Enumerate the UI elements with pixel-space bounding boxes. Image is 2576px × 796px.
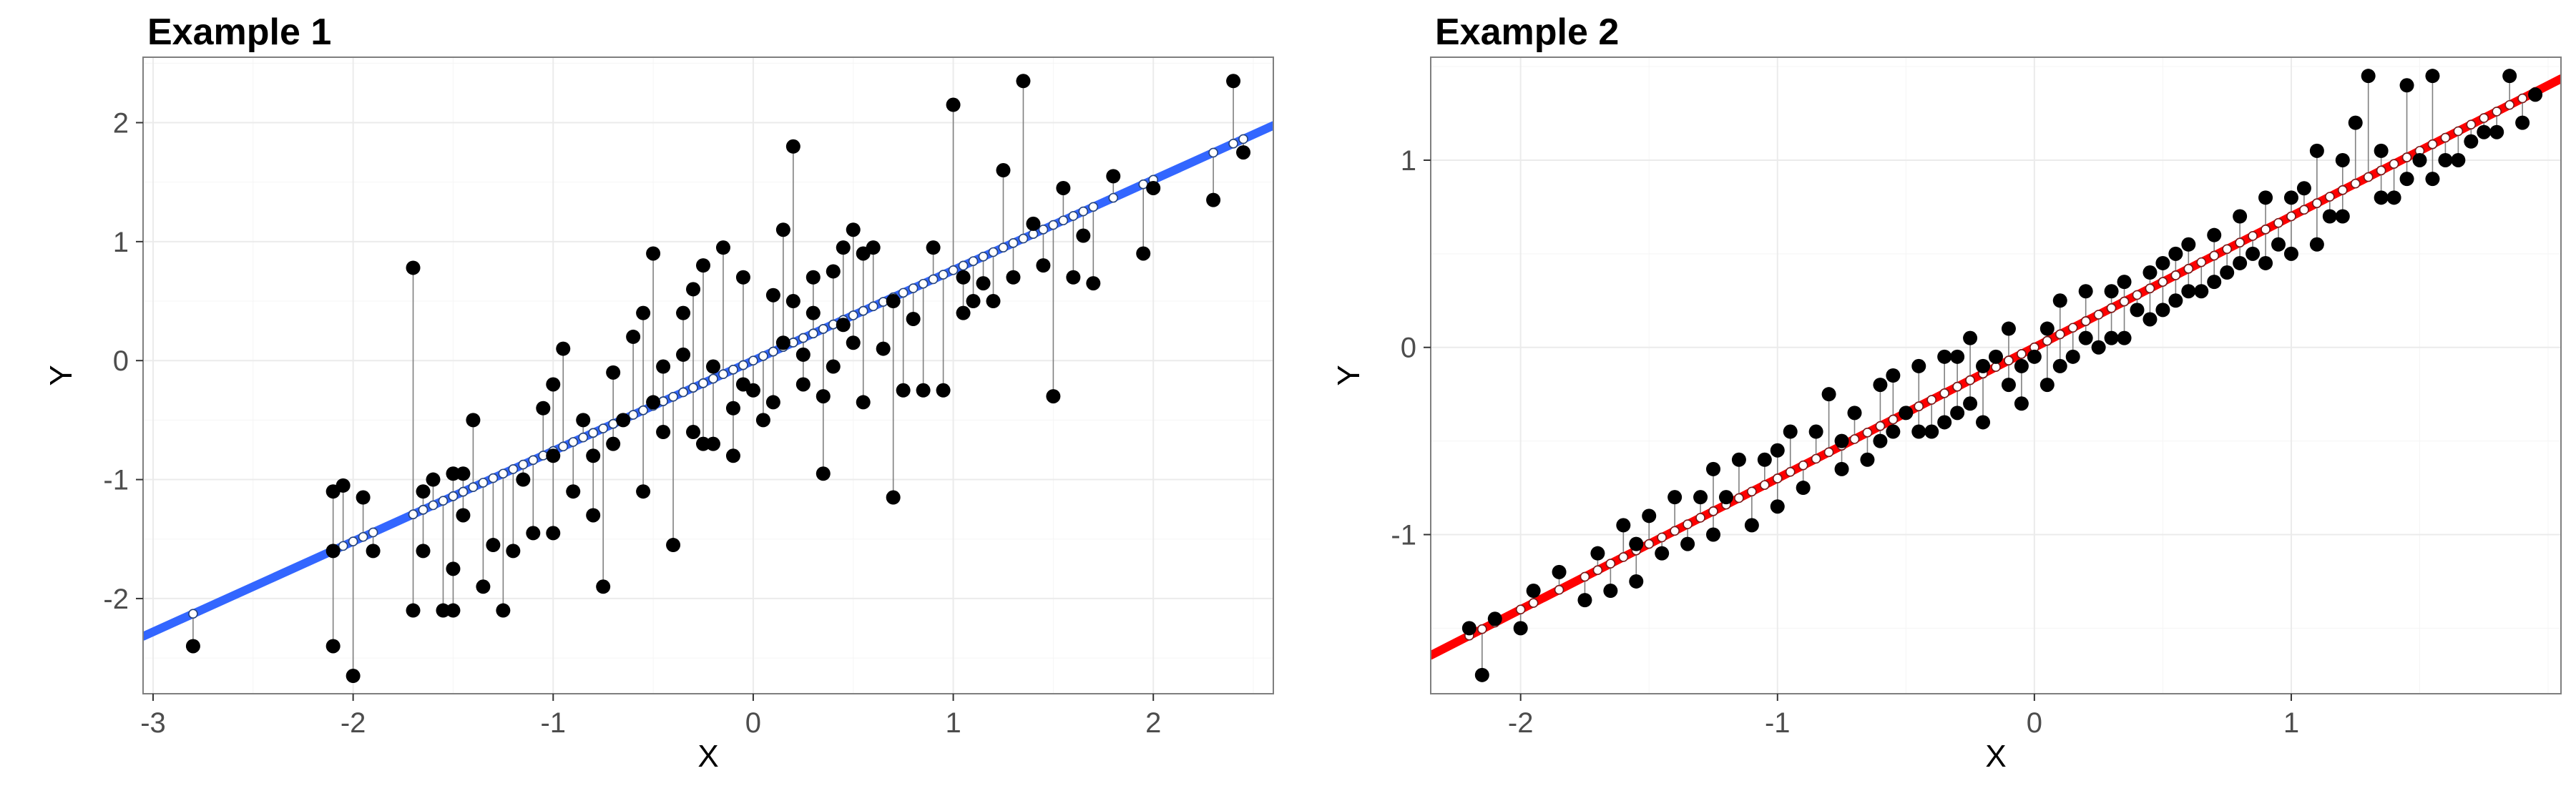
x-tick-label: 1: [2283, 707, 2299, 739]
y-tick-label: 0: [113, 345, 129, 377]
scatter-panel-example2: -2 -1 0 1 -1 0 1 X Y Example 2: [1288, 0, 2575, 796]
figure: -3 -2 -1 0 1 2 -2 -1 0 1 2 X Y Example 1 -2 -1 0 1 -1 0 1 X Y…: [0, 0, 2576, 796]
x-tick-label: -2: [1508, 707, 1534, 739]
x-tick-label: 1: [945, 707, 961, 739]
x-tick-label: -1: [540, 707, 566, 739]
chart-svg: -3 -2 -1 0 1 2 -2 -1 0 1 2 X Y Example 1: [0, 0, 1288, 796]
y-tick-label: -1: [103, 465, 129, 496]
y-axis-label: Y: [1331, 365, 1366, 385]
y-axis-label: Y: [44, 365, 79, 385]
scatter-panel-example1: -3 -2 -1 0 1 2 -2 -1 0 1 2 X Y Example 1: [0, 0, 1288, 796]
y-tick-label: 2: [113, 107, 129, 139]
y-tick-label: 1: [1401, 145, 1416, 177]
chart-svg: -2 -1 0 1 -1 0 1 X Y Example 2: [1288, 0, 2575, 796]
x-tick-label: 0: [2027, 707, 2042, 739]
x-tick-label: -3: [140, 707, 166, 739]
y-tick-label: -2: [103, 584, 129, 615]
x-tick-label: -2: [341, 707, 366, 739]
y-tick-label: -1: [1391, 520, 1416, 551]
x-tick-label: -1: [1765, 707, 1791, 739]
y-tick-label: 1: [113, 227, 129, 258]
x-tick-label: 0: [745, 707, 761, 739]
x-tick-label: 2: [1145, 707, 1161, 739]
panel-title: Example 2: [1435, 11, 1619, 53]
panel-title: Example 1: [147, 11, 331, 53]
y-tick-label: 0: [1401, 333, 1416, 364]
x-axis-label: X: [1985, 739, 2006, 774]
x-axis-label: X: [697, 739, 718, 774]
